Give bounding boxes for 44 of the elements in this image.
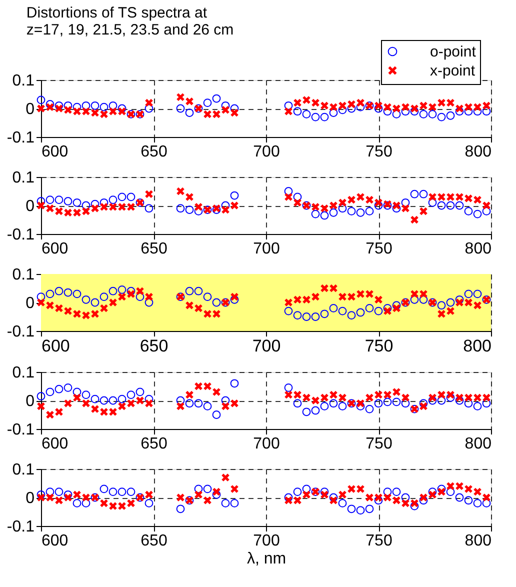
- y-tick-label: 0: [26, 295, 35, 312]
- x-tick-label: 800: [464, 436, 492, 452]
- x-tick-label: 750: [366, 144, 392, 160]
- y-tick-label: 0.1: [12, 72, 35, 90]
- y-tick-label: 0.1: [12, 170, 35, 186]
- x-tick-label: 750: [366, 532, 392, 550]
- x-tick-label: 800: [463, 336, 492, 356]
- x-tick-label: 700: [252, 336, 281, 356]
- y-tick-label: -0.1: [6, 130, 35, 146]
- x-tick-label: 700: [253, 144, 280, 160]
- x-tick-label: 600: [42, 436, 68, 452]
- y-tick-label: 0.1: [12, 266, 35, 284]
- y-tick-label: 0: [26, 198, 35, 215]
- y-tick-label: -0.1: [6, 518, 35, 536]
- legend-label: x-point: [430, 62, 476, 80]
- y-tick-label: -0.1: [6, 226, 35, 244]
- legend-label: o-point: [430, 44, 477, 60]
- x-tick-label: 750: [366, 240, 392, 258]
- x-tick-label: 650: [140, 240, 168, 258]
- x-tick-label: 650: [140, 532, 168, 550]
- chart-title: Distortions of TS spectra at z=17, 19, 21.5, 23.5 and 26 cm: [26, 4, 234, 38]
- x-tick-label: 600: [42, 144, 68, 160]
- y-tick-label: 0: [26, 393, 35, 410]
- x-tick-label: 750: [364, 336, 394, 356]
- y-tick-label: -0.1: [6, 422, 35, 438]
- x-tick-label: 700: [253, 532, 280, 550]
- y-tick-label: 0: [26, 101, 35, 118]
- x-tick-label: 600: [42, 336, 70, 356]
- x-tick-label: 600: [42, 532, 68, 550]
- x-tick-label: 800: [464, 240, 492, 258]
- x-tick-label: 650: [140, 336, 168, 356]
- x-tick-label: 600: [42, 240, 68, 258]
- x-tick-label: 700: [253, 240, 280, 258]
- x-tick-label: 650: [140, 144, 168, 160]
- x-tick-label: 750: [366, 436, 392, 452]
- y-tick-label: 0.1: [12, 462, 35, 478]
- y-tick-label: 0.1: [12, 364, 35, 382]
- y-tick-label: -0.1: [6, 324, 35, 340]
- x-tick-label: 650: [140, 436, 168, 452]
- x-axis-title: λ, nm: [246, 550, 286, 568]
- x-tick-label: 700: [253, 436, 280, 452]
- x-tick-label: 800: [464, 532, 492, 550]
- y-tick-label: 0: [26, 490, 35, 507]
- x-tick-label: 800: [464, 144, 492, 160]
